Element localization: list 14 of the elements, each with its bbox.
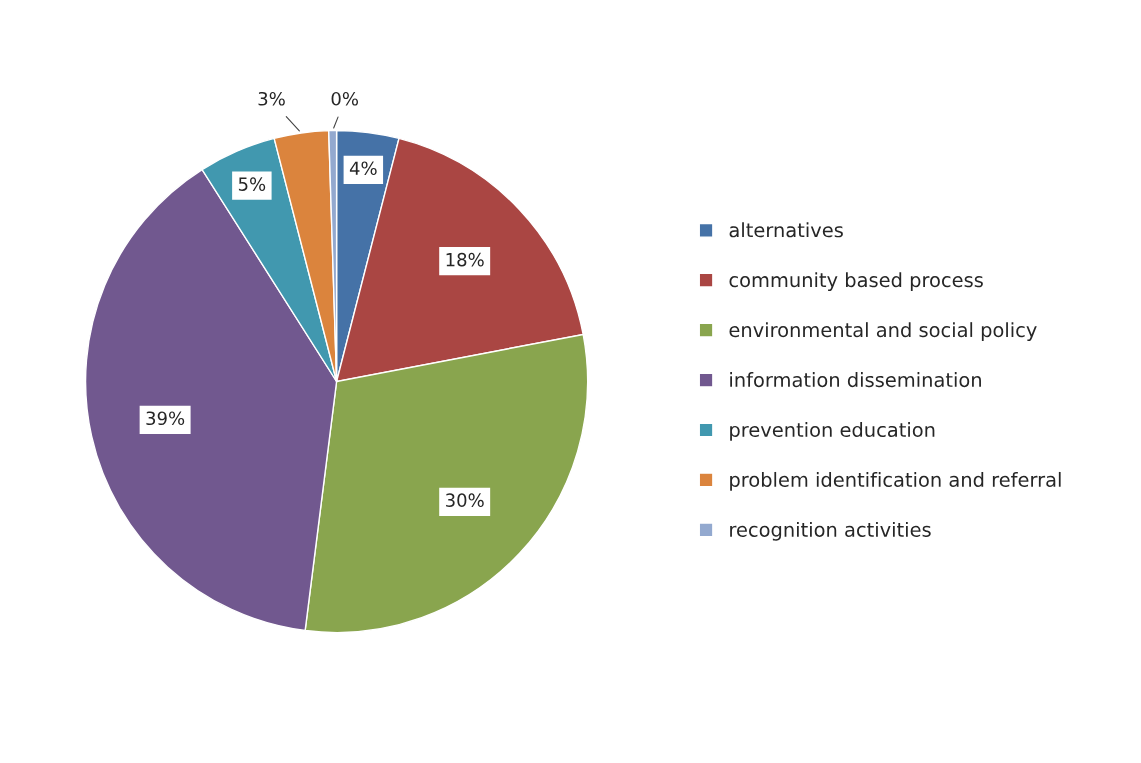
data-label: 39% (146, 411, 185, 426)
data-label: 30% (446, 493, 484, 508)
legend-label: prevention education (730, 422, 935, 441)
legend-label: problem identification and referral (730, 471, 1061, 491)
data-label: 5% (238, 177, 266, 191)
data-label: 3% (258, 91, 285, 106)
legend-label: community based process (729, 272, 983, 292)
legend-label: recognition activities (730, 521, 931, 541)
data-label: 4% (349, 161, 377, 176)
legend-label: alternatives (729, 222, 843, 238)
legend-label: environmental and social policy (729, 322, 1037, 341)
data-label: 0% (331, 91, 359, 106)
legend-label: information dissemination (730, 372, 981, 388)
data-label: 18% (446, 252, 484, 267)
